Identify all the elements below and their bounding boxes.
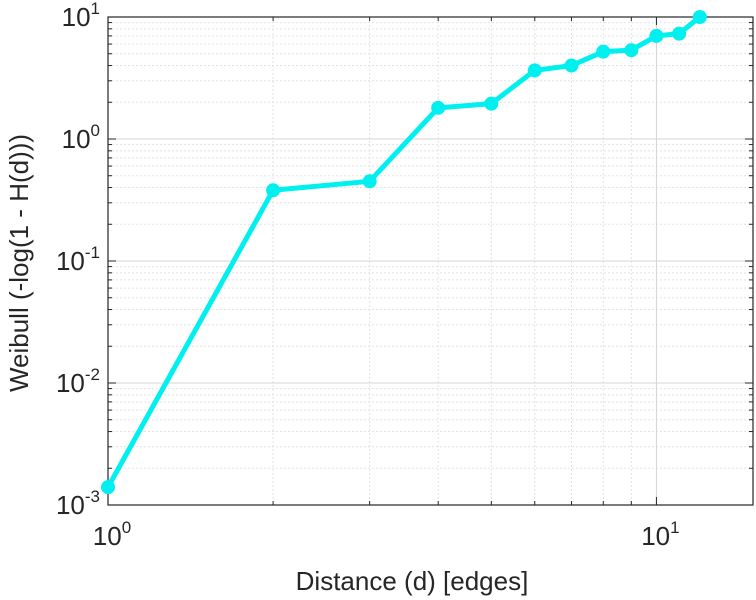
- data-point: [101, 480, 115, 495]
- series-line: [105, 14, 703, 490]
- axes: [107, 16, 754, 506]
- y-tick-label: 101: [62, 0, 100, 32]
- data-point: [431, 100, 446, 115]
- data-point: [624, 43, 639, 58]
- y-tick-label: 100: [62, 121, 100, 154]
- y-tick-label: 10-3: [56, 487, 100, 520]
- data-point: [649, 28, 664, 43]
- y-tick-label: 10-1: [56, 243, 100, 276]
- x-tick-label: 100: [93, 518, 131, 551]
- y-axis-label: Weibull (-log(1 - H(d))): [4, 134, 34, 392]
- x-axis-label: Distance (d) [edges]: [296, 566, 529, 596]
- grid: [107, 17, 753, 506]
- tick-labels: 10-3 10-2 10-1 100 101 100 101: [56, 0, 680, 551]
- series-layer: [101, 10, 707, 495]
- y-tick-label: 10-2: [56, 365, 100, 398]
- data-point: [484, 96, 499, 111]
- x-tick-label: 101: [641, 518, 679, 551]
- data-point: [596, 44, 611, 59]
- data-point: [672, 26, 687, 41]
- data-point: [527, 63, 542, 78]
- data-point: [692, 10, 707, 24]
- data-point: [266, 183, 281, 198]
- data-point: [362, 174, 377, 189]
- data-point: [564, 58, 579, 73]
